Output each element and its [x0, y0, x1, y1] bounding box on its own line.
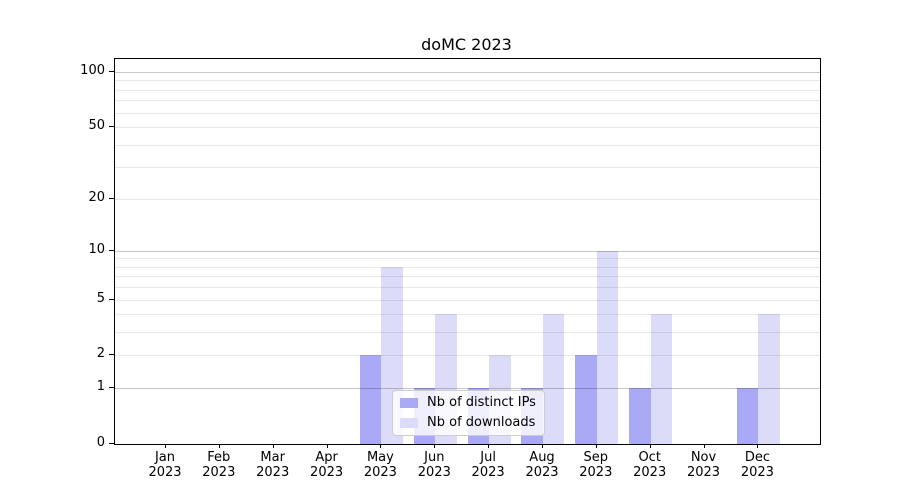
y-tick-label: 0 [96, 435, 105, 450]
legend: Nb of distinct IPs Nb of downloads [392, 390, 545, 436]
x-tick-label: May 2023 [363, 450, 397, 480]
legend-swatch-downloads [400, 417, 418, 428]
legend-item-downloads: Nb of downloads [400, 415, 537, 432]
minor-gridline [115, 276, 820, 278]
minor-gridline [115, 287, 820, 289]
bar-downloads [650, 314, 673, 444]
major-gridline [115, 72, 820, 73]
x-tick-mark [649, 444, 651, 448]
minor-gridline [115, 89, 820, 91]
x-tick-label: Jan 2023 [148, 450, 182, 480]
legend-swatch-distinct-ips [400, 398, 418, 409]
x-tick-label: Jun 2023 [417, 450, 451, 480]
minor-gridline [115, 127, 820, 129]
minor-gridline [115, 198, 820, 200]
minor-gridline [115, 167, 820, 169]
minor-gridline [115, 332, 820, 334]
y-tick-mark [109, 71, 114, 72]
bar-distinct-ips [359, 355, 382, 444]
x-tick-label: Feb 2023 [202, 450, 236, 480]
x-tick-mark [218, 444, 220, 448]
x-tick-label: Aug 2023 [525, 450, 559, 480]
bar-distinct-ips [575, 355, 597, 444]
x-tick-label: Nov 2023 [686, 450, 721, 480]
y-tick-label: 1 [96, 379, 105, 395]
y-tick-mark [109, 126, 114, 128]
x-tick-mark [165, 444, 166, 448]
bar-downloads [596, 250, 619, 444]
major-gridline [115, 388, 820, 390]
minor-gridline [115, 299, 820, 301]
y-tick-mark [109, 298, 114, 300]
chart-title: doMC 2023 [421, 35, 512, 54]
bar-downloads [758, 314, 780, 444]
y-tick-label: 5 [96, 290, 105, 306]
x-tick-mark [434, 444, 436, 448]
x-tick-label: Jul 2023 [471, 450, 505, 480]
bar-downloads [542, 314, 565, 444]
bar-distinct-ips [736, 388, 759, 444]
x-tick-label: Apr 2023 [310, 450, 344, 480]
y-tick-mark [109, 387, 114, 389]
x-tick-mark [757, 444, 759, 448]
y-tick-mark [109, 354, 114, 356]
y-tick-label: 2 [96, 346, 105, 362]
y-tick-label: 10 [88, 241, 105, 257]
y-tick-mark [109, 197, 114, 199]
y-tick-label: 20 [88, 189, 105, 205]
minor-gridline [115, 100, 820, 102]
minor-gridline [115, 144, 820, 146]
legend-item-distinct-ips: Nb of distinct IPs [400, 395, 537, 412]
y-tick-mark [109, 249, 114, 251]
legend-label-downloads: Nb of downloads [427, 414, 536, 430]
x-tick-label: Mar 2023 [256, 450, 290, 480]
minor-gridline [115, 80, 820, 82]
x-tick-mark [542, 444, 543, 448]
x-tick-mark [488, 444, 490, 448]
y-tick-label: 50 [88, 118, 105, 134]
minor-gridline [115, 112, 820, 114]
bar-distinct-ips [629, 388, 651, 444]
x-tick-label: Oct 2023 [633, 450, 667, 480]
x-tick-mark [595, 444, 597, 448]
x-tick-mark [326, 444, 328, 448]
x-tick-mark [272, 444, 274, 448]
x-tick-mark [703, 444, 705, 448]
major-gridline [115, 250, 820, 252]
y-tick-mark [109, 443, 114, 444]
x-tick-label: Dec 2023 [740, 450, 774, 480]
minor-gridline [115, 266, 820, 268]
minor-gridline [115, 355, 820, 357]
x-tick-label: Sep 2023 [579, 450, 613, 480]
minor-gridline [115, 314, 820, 316]
plot-area [114, 58, 821, 445]
x-tick-mark [380, 444, 382, 448]
minor-gridline [115, 258, 820, 260]
legend-label-distinct-ips: Nb of distinct IPs [427, 395, 536, 411]
y-tick-label: 100 [80, 63, 105, 78]
